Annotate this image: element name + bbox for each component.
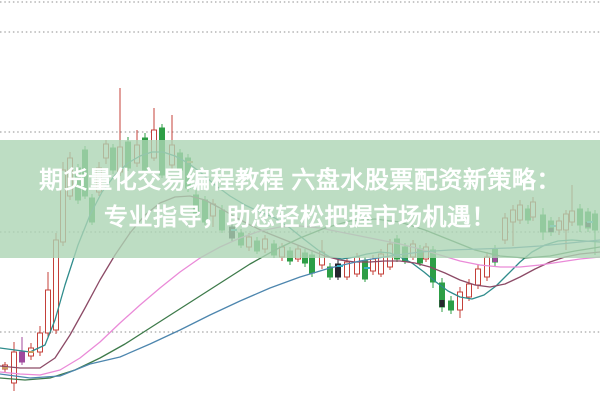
ma-long-blue [0, 239, 600, 379]
candle-body [484, 256, 490, 278]
candle-body [37, 332, 43, 353]
candle-body [370, 258, 376, 272]
candle-body [475, 268, 481, 286]
candle-body [448, 300, 454, 311]
promo-banner: 期货量化交易编程教程 六盘水股票配资新策略： 专业指导，助您轻松把握市场机遇！ [0, 140, 600, 258]
candle-body [354, 256, 360, 275]
promo-line-1: 期货量化交易编程教程 六盘水股票配资新策略： [39, 166, 561, 194]
candle-body [362, 260, 368, 280]
candle-body [327, 266, 333, 278]
candle-body [19, 351, 25, 363]
candle-body [344, 261, 350, 278]
candle-band [439, 300, 445, 307]
candle-band [492, 256, 498, 262]
candle-body [335, 263, 341, 278]
candle-body [457, 291, 463, 311]
candle-body [466, 283, 472, 298]
candle-body [45, 289, 51, 334]
promo-line-2: 专业指导，助您轻松把握市场机遇！ [104, 203, 496, 231]
